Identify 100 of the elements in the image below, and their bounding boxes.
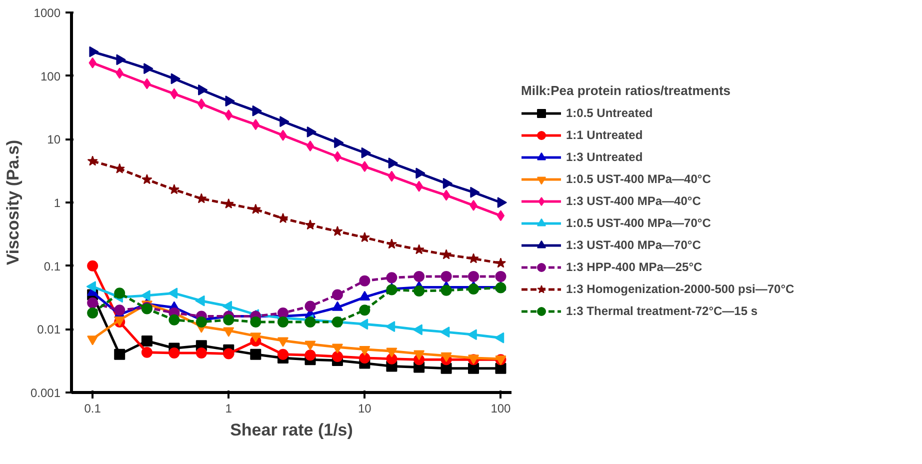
point [495,282,506,294]
point [388,170,396,182]
point [87,297,98,308]
point [332,351,343,362]
point [468,362,480,374]
point [250,204,261,214]
point [440,352,452,362]
point [359,346,370,356]
point [442,178,453,189]
legend-label: 1:3 Homogenization-2000-500 psi—70°C [566,282,794,296]
point [87,156,98,166]
point [278,212,288,223]
point [195,295,205,306]
point [252,105,262,116]
point [332,289,343,300]
point [414,270,425,282]
point [334,137,344,148]
point [414,350,425,360]
point [278,348,288,360]
point [196,193,207,204]
point [223,198,234,208]
point [87,336,98,346]
point [468,284,480,295]
point [332,226,343,236]
x-tick-label: 10 [358,402,372,416]
legend-label: 1:3 Untreated [566,150,643,164]
point [495,258,506,268]
point [306,140,314,152]
point [223,348,234,360]
point [332,344,343,354]
point [87,260,98,272]
point [140,290,150,302]
point [414,244,424,254]
point [496,210,505,222]
legend-label: 1:3 UST-400 MPa—70°C [566,238,701,252]
legend-label: 1:1 Untreated [566,128,643,142]
point [250,316,262,328]
y-axis-title: Viscosity (Pa.s) [3,140,22,266]
x-tick-label: 1 [225,402,232,416]
point [168,348,180,359]
point [168,184,180,194]
point [416,168,426,179]
point [278,337,288,347]
point [359,304,370,316]
point [168,288,178,299]
y-tick-label: 10 [47,132,61,147]
point [278,316,288,328]
point [468,253,479,264]
point [361,147,371,158]
point [304,340,316,350]
point [440,270,452,282]
point [306,126,317,138]
legend-label: 1:0.5 Untreated [566,106,653,120]
point [386,238,397,249]
y-tick-label: 0.01 [37,322,61,337]
point [222,300,232,312]
point [223,314,234,326]
point [196,348,207,359]
point [142,174,152,184]
point [440,326,450,338]
legend-label: 1:3 UST-400 MPa—40°C [566,194,701,208]
point [168,314,180,326]
point [359,275,370,286]
point [386,348,398,358]
point [386,284,398,296]
point [441,249,452,260]
point [440,284,452,296]
point [114,304,126,316]
point [89,46,99,58]
point [87,308,98,318]
point [359,352,370,364]
point [304,350,316,361]
point [470,186,480,198]
point [141,346,152,358]
y-tick-label: 0.1 [44,259,61,274]
point [114,163,125,174]
point [442,190,450,201]
point [250,348,262,360]
point [388,158,398,169]
legend-label: 1:0.5 UST-400 MPa—70°C [566,216,711,230]
point [359,232,370,242]
point [495,270,506,282]
point [304,300,316,312]
y-tick-label: 0.001 [30,386,61,400]
point [497,197,507,208]
point [468,270,480,282]
x-axis-title: Shear rate (1/s) [230,420,353,440]
x-tick-label: 0.1 [84,402,102,416]
x-tick-label: 100 [490,402,512,416]
point [141,336,152,347]
point [280,116,290,128]
y-tick-label: 1000 [34,6,61,20]
legend-label: 1:3 HPP-400 MPa—25°C [566,260,702,274]
point [170,88,178,100]
point [414,286,425,297]
point [116,54,126,66]
point [225,96,235,107]
point [196,316,207,328]
point [170,73,180,84]
y-tick-label: 1 [54,196,61,210]
